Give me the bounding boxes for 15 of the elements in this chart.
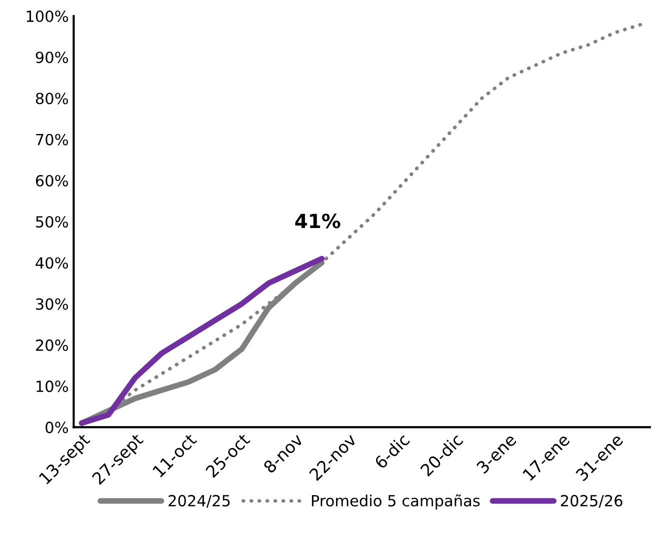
y-tick-label: 50% [36,216,68,228]
y-tick-label: 20% [36,339,68,351]
legend-label: 2025/26 [560,494,622,508]
y-tick-label: 10% [36,380,68,392]
y-tick-label: 90% [36,52,68,64]
y-tick-label: 70% [36,134,68,146]
y-tick-label: 60% [36,174,68,187]
y-tick-label: 40% [36,257,68,269]
legend-label: Promedio 5 campañas [312,494,480,510]
y-tick-label: 30% [36,298,68,310]
annotation: 41% [295,214,340,228]
legend-label: 2024/25 [168,494,230,508]
y-tick-label: 100% [26,10,68,22]
y-tick-label: 0% [46,422,68,434]
y-tick-label: 80% [36,92,68,104]
